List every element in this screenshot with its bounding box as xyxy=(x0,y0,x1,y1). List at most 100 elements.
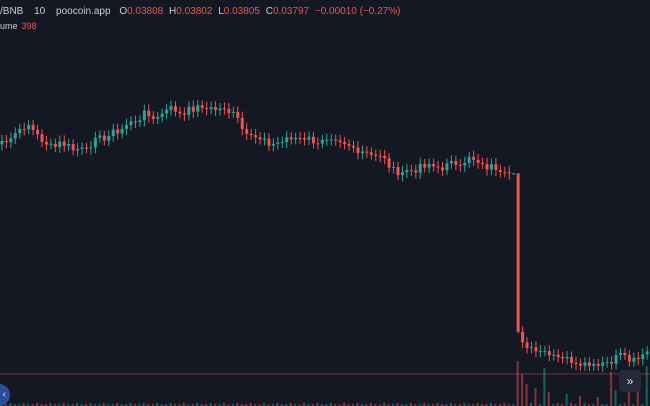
volume-bar xyxy=(476,403,479,406)
candle-body xyxy=(298,138,302,140)
candle-body xyxy=(169,106,173,110)
volume-bar xyxy=(441,404,443,406)
candle-body xyxy=(530,347,533,349)
candle-body xyxy=(31,124,35,131)
volume-bar xyxy=(583,403,586,406)
volume-bar xyxy=(414,404,417,406)
candle-body xyxy=(138,120,142,123)
volume-bar xyxy=(267,404,270,406)
candle-body xyxy=(503,171,507,173)
volume-bar xyxy=(240,404,243,406)
candle-body xyxy=(445,163,449,171)
candle-body xyxy=(396,167,400,176)
candle-body xyxy=(289,137,293,140)
candle-body xyxy=(142,110,146,121)
candle-body xyxy=(218,108,222,111)
candle-body xyxy=(356,147,360,154)
candle-body xyxy=(320,139,324,144)
volume-bar xyxy=(147,404,150,406)
candle-body xyxy=(627,355,631,362)
volume-bar xyxy=(481,404,484,406)
volume-bar xyxy=(503,403,506,406)
candle-body xyxy=(227,108,231,113)
volume-bar xyxy=(365,404,368,406)
candle-body xyxy=(561,356,565,359)
candle-body xyxy=(182,113,186,115)
volume-bar xyxy=(22,403,25,406)
volume-bar xyxy=(610,372,613,406)
volume-bar xyxy=(387,404,390,406)
scroll-to-realtime-button[interactable]: » xyxy=(619,370,641,392)
candle-body xyxy=(458,164,462,166)
candle-body xyxy=(489,164,493,170)
double-chevron-right-icon: » xyxy=(626,374,634,388)
candle-body xyxy=(565,356,569,359)
volume-bar xyxy=(258,404,261,406)
volume-bar xyxy=(405,404,408,406)
candle-body xyxy=(236,111,240,118)
candle-body xyxy=(619,352,622,355)
volume-bar xyxy=(249,403,252,406)
candle-body xyxy=(98,135,102,138)
candle-body xyxy=(254,135,258,138)
volume-bar xyxy=(592,404,595,406)
volume-bar xyxy=(271,404,274,406)
volume-bar xyxy=(71,404,74,406)
candle-body xyxy=(632,357,636,362)
volume-bar xyxy=(138,404,141,406)
volume-bar xyxy=(280,404,283,406)
corner-button[interactable]: ‹ xyxy=(0,384,10,406)
volume-bar xyxy=(116,403,119,406)
volume-bar xyxy=(645,366,648,406)
chevron-left-icon: ‹ xyxy=(2,389,6,400)
candle-body xyxy=(436,166,440,168)
volume-bar xyxy=(36,403,39,406)
candle-body xyxy=(334,139,338,141)
candle-body xyxy=(521,331,525,343)
candle-body xyxy=(187,106,191,115)
candle-body xyxy=(303,138,307,140)
volume-bar xyxy=(596,397,599,406)
candle-body xyxy=(147,110,151,117)
candle-body xyxy=(400,172,404,176)
volume-bar xyxy=(120,404,123,406)
candle-body xyxy=(552,354,556,356)
volume-bar xyxy=(142,403,145,406)
candle-body xyxy=(285,137,289,143)
volume-bar xyxy=(27,404,30,406)
volume-bar xyxy=(102,403,105,406)
volume-bar xyxy=(93,404,96,406)
volume-bar xyxy=(285,404,288,406)
volume-bar xyxy=(547,392,550,406)
volume-bar xyxy=(80,404,83,406)
volume-bar xyxy=(236,403,239,406)
candle-body xyxy=(516,173,520,332)
chart-legend: /BNB 10 poocoin.app O0.03808 H0.03802 L0… xyxy=(0,6,404,17)
candle-body xyxy=(623,352,627,356)
volume-bar xyxy=(445,404,448,406)
volume-bar xyxy=(107,404,110,406)
candle-body xyxy=(49,143,53,145)
volume-bar xyxy=(209,403,212,406)
volume-bar xyxy=(454,404,457,406)
candle-body xyxy=(387,158,391,168)
volume-bar xyxy=(378,404,381,406)
candle-body xyxy=(614,354,618,364)
volume-bar xyxy=(369,403,372,406)
volume-bar xyxy=(574,404,577,406)
volume-bar xyxy=(9,403,12,406)
candle-body xyxy=(249,133,253,136)
volume-bar xyxy=(587,404,590,406)
volume-bar xyxy=(129,403,132,406)
volume-bar xyxy=(352,404,354,406)
resolution-label: 10 xyxy=(34,6,46,17)
volume-bar xyxy=(570,403,573,406)
volume-bar xyxy=(521,374,524,406)
candle-body xyxy=(405,170,409,173)
candle-body xyxy=(409,170,413,172)
volume-bar xyxy=(374,404,377,406)
volume-bar xyxy=(160,404,163,406)
volume-bar xyxy=(13,404,16,406)
volume-bar xyxy=(40,404,43,406)
